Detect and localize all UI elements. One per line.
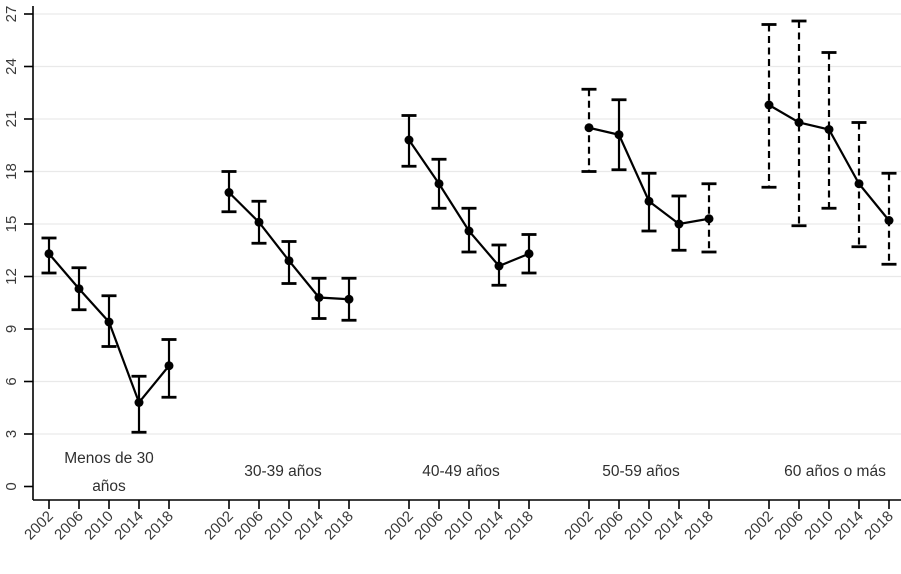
data-point-marker xyxy=(134,398,144,407)
x-tick-label: 2002 xyxy=(741,508,777,544)
x-tick-label: 2006 xyxy=(411,508,447,544)
x-tick-label: 2010 xyxy=(261,508,297,544)
y-tick-label: 9 xyxy=(3,325,20,333)
y-tick-label: 0 xyxy=(3,482,20,490)
x-tick-label: 2010 xyxy=(621,508,657,544)
y-tick-label: 18 xyxy=(3,163,20,180)
x-tick-label: 2014 xyxy=(471,508,507,544)
x-tick-label: 2006 xyxy=(591,508,627,544)
data-point-marker xyxy=(284,256,294,266)
group-label: 30-39 años xyxy=(244,463,322,480)
data-point-marker xyxy=(644,196,654,206)
y-tick-label: 3 xyxy=(3,430,20,438)
x-tick-label: 2010 xyxy=(441,508,477,544)
x-tick-label: 2006 xyxy=(231,508,267,544)
data-point-marker xyxy=(344,294,354,304)
y-tick-label: 6 xyxy=(3,377,20,385)
y-tick-label: 24 xyxy=(3,58,20,75)
group-label: Menos de 30 xyxy=(64,450,154,467)
data-point-marker xyxy=(464,226,474,236)
x-tick-label: 2018 xyxy=(681,508,717,544)
data-point-marker xyxy=(254,217,264,227)
x-tick-label: 2002 xyxy=(201,508,237,544)
data-point-marker xyxy=(584,123,594,133)
data-point-marker xyxy=(404,135,414,145)
y-tick-label: 27 xyxy=(3,6,20,23)
data-point-marker xyxy=(674,219,684,229)
data-point-marker xyxy=(224,188,234,197)
data-point-marker xyxy=(104,317,114,327)
data-point-marker xyxy=(434,179,444,189)
data-point-marker xyxy=(74,284,84,294)
data-point-marker xyxy=(764,100,774,110)
x-tick-label: 2002 xyxy=(21,508,57,544)
x-tick-label: 2006 xyxy=(51,508,87,544)
x-tick-label: 2002 xyxy=(561,508,597,544)
y-tick-label: 15 xyxy=(3,216,20,233)
x-tick-label: 2018 xyxy=(321,508,357,544)
x-tick-label: 2010 xyxy=(81,508,117,544)
data-point-marker xyxy=(854,179,864,189)
data-point-marker xyxy=(884,216,894,225)
data-point-marker xyxy=(614,130,624,140)
x-tick-label: 2014 xyxy=(651,508,687,544)
data-point-marker xyxy=(494,261,504,271)
data-point-marker xyxy=(314,293,324,302)
x-tick-label: 2018 xyxy=(141,508,177,544)
x-tick-label: 2014 xyxy=(831,508,867,544)
x-tick-label: 2018 xyxy=(501,508,537,544)
data-point-marker xyxy=(824,125,834,134)
y-tick-label: 21 xyxy=(3,111,20,128)
x-tick-label: 2014 xyxy=(291,508,327,544)
x-tick-label: 2006 xyxy=(771,508,807,544)
group-label: 60 años o más xyxy=(784,463,886,480)
y-tick-label: 12 xyxy=(3,268,20,285)
data-point-marker xyxy=(524,249,534,259)
group-label: años xyxy=(92,478,126,495)
group-label: 40-49 años xyxy=(422,463,500,480)
data-point-marker xyxy=(164,361,174,371)
x-tick-label: 2014 xyxy=(111,508,147,544)
data-point-marker xyxy=(44,249,54,259)
x-tick-label: 2010 xyxy=(801,508,837,544)
x-tick-label: 2018 xyxy=(861,508,897,544)
data-point-marker xyxy=(704,214,714,224)
x-tick-label: 2002 xyxy=(381,508,417,544)
group-label: 50-59 años xyxy=(602,463,680,480)
data-point-marker xyxy=(794,118,804,127)
